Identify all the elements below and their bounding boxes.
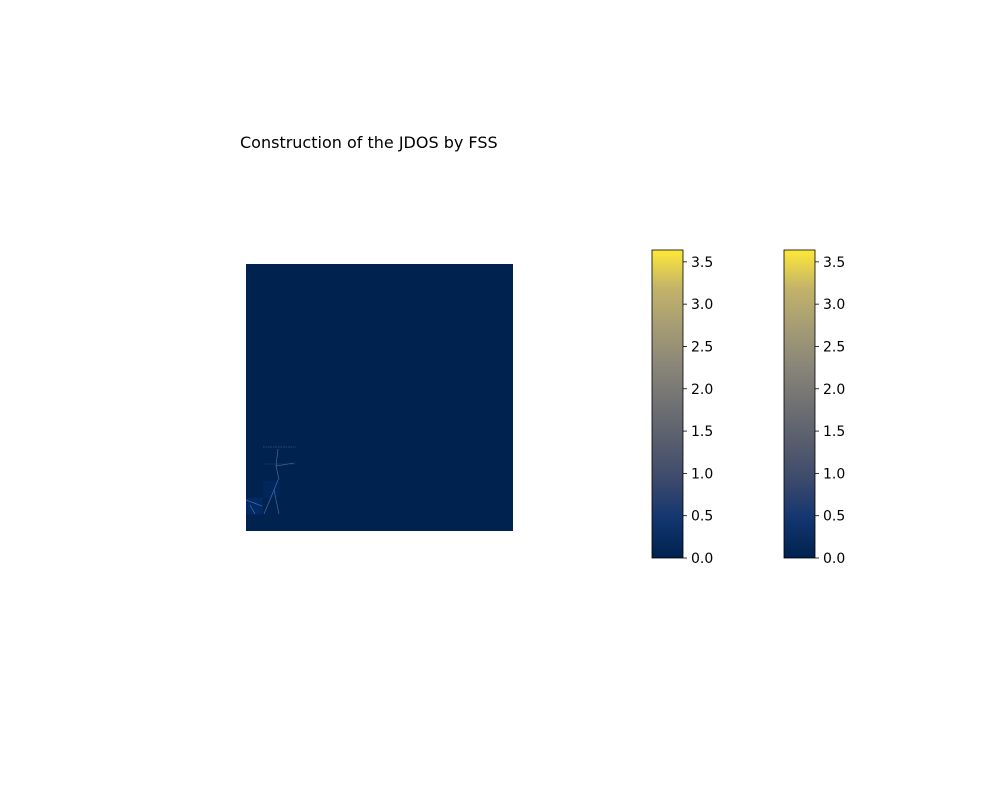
colorbar-tick-label: 2.0 xyxy=(823,382,845,398)
colorbar-tick-label: 1.5 xyxy=(691,424,713,440)
dos-line xyxy=(249,504,256,515)
colorbar-tick-label: 0.0 xyxy=(823,551,845,567)
heatmap-patch-1 xyxy=(262,480,280,498)
colorbar-tick-label: 0.5 xyxy=(691,509,713,525)
colorbar-tick-label: 2.5 xyxy=(691,339,713,355)
chart-title: Construction of the JDOS by FSS xyxy=(240,133,498,152)
dos-line xyxy=(245,499,263,507)
colorbar-gradient xyxy=(651,249,684,559)
colorbar-tick-label: 2.5 xyxy=(823,339,845,355)
colorbar-tick-label: 2.0 xyxy=(691,382,713,398)
dos-lines xyxy=(245,446,296,515)
heatmap-background xyxy=(246,264,513,531)
colorbar-tick-label: 1.5 xyxy=(823,424,845,440)
heatmap-patch-0 xyxy=(246,497,263,515)
colorbar-tick-label: 1.0 xyxy=(691,466,713,482)
colorbar-tick-label: 3.0 xyxy=(691,297,713,313)
colorbar-1: 0.0 0.5 1.0 1.5 2.0 2.5 3.0 3.5 xyxy=(651,249,713,567)
colorbar-tick-label: 0.5 xyxy=(823,509,845,525)
colorbar-tick-label: 3.5 xyxy=(691,255,713,271)
colorbar-2: 0.0 0.5 1.0 1.5 2.0 2.5 3.0 3.5 xyxy=(783,249,845,567)
colorbar-gradient xyxy=(783,249,816,559)
colorbar-tick-label: 0.0 xyxy=(691,551,713,567)
dos-line xyxy=(273,489,280,515)
colorbar-tick-label: 3.5 xyxy=(823,255,845,271)
dos-line xyxy=(275,462,295,467)
colorbar-tick-label: 3.0 xyxy=(823,297,845,313)
colorbar-tick-label: 1.0 xyxy=(823,466,845,482)
jdos-heatmap xyxy=(245,264,513,531)
